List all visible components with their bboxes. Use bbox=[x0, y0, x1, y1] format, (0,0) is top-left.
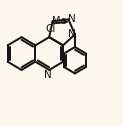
Text: Cl: Cl bbox=[45, 24, 56, 34]
Text: N: N bbox=[68, 29, 76, 39]
Text: N: N bbox=[68, 14, 75, 24]
Text: Me: Me bbox=[52, 15, 67, 26]
Text: N: N bbox=[44, 70, 52, 80]
